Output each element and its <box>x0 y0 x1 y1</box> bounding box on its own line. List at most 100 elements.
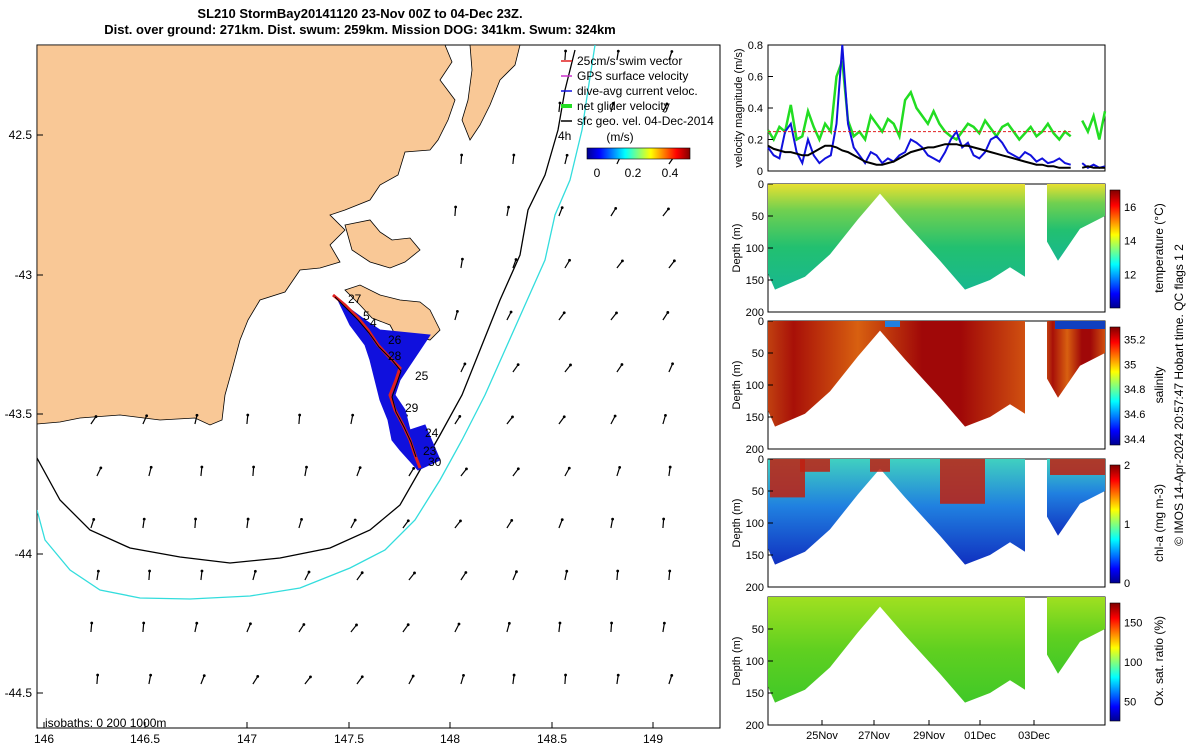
current-arrow-head <box>611 101 615 105</box>
current-arrow <box>350 415 354 425</box>
section-data-main <box>768 321 1025 427</box>
current-arrow-head <box>358 466 362 469</box>
current-arrow <box>558 312 565 321</box>
current-arrow <box>454 206 457 217</box>
section-colorbar-label: salinity <box>1152 367 1166 404</box>
current-arrow-head <box>615 311 618 315</box>
current-arrow-head <box>569 363 572 367</box>
current-arrow-head <box>662 621 666 625</box>
current-arrow-head <box>360 571 364 575</box>
current-arrow-head <box>457 622 461 626</box>
section-colorbar-tick: 2 <box>1124 460 1130 472</box>
section-ylabel: Depth (m) <box>731 361 743 410</box>
current-arrow-head <box>568 258 571 262</box>
velocity-ytick-label: 0.2 <box>748 135 763 147</box>
current-arrow-head <box>253 569 257 573</box>
current-arrow-head <box>355 623 358 627</box>
speed-colorbar-tick: 0.2 <box>625 166 642 180</box>
section-data-right <box>1047 321 1105 398</box>
current-arrow-head <box>666 311 670 314</box>
isobath-200 <box>37 49 576 564</box>
chl-high-patch <box>1050 459 1105 475</box>
speed-colorbar-tick: 0 <box>594 166 601 180</box>
section-colorbar-tick: 50 <box>1124 696 1136 708</box>
velocity-panel: 0 0.2 0.4 0.6 0.8 velocity magnitude (m/s) <box>733 40 1107 178</box>
current-arrow-head <box>413 571 416 575</box>
section-ytick-label: 50 <box>752 348 764 360</box>
current-arrow-head <box>459 519 462 523</box>
current-arrow-head <box>565 569 569 573</box>
current-arrow <box>194 415 198 425</box>
section-colorbar <box>1109 464 1121 584</box>
track-day-label: 29 <box>405 401 419 415</box>
isobath-1000 <box>37 45 596 600</box>
current-arrow-head <box>307 570 311 574</box>
section-panel-oxygen: 50 100 150 200 Depth (m) 50 100 150 Ox. sat. rat… <box>731 596 1166 742</box>
chl-high-patch <box>940 459 985 504</box>
current-arrow <box>564 50 567 61</box>
current-arrow <box>246 518 249 529</box>
section-colorbar-tick: 35.2 <box>1124 334 1145 346</box>
section-colorbar <box>1109 602 1121 722</box>
track-day-label: 4 <box>370 316 377 330</box>
velocity-series-line <box>767 143 1105 169</box>
current-arrow-head <box>456 309 459 313</box>
current-arrow <box>402 624 409 633</box>
current-arrow-head <box>305 465 308 469</box>
section-data-main <box>768 597 1025 703</box>
current-arrow <box>246 623 251 633</box>
current-arrow <box>506 311 512 321</box>
current-arrow-head <box>620 363 624 366</box>
current-arrow-head <box>614 206 618 210</box>
current-arrow <box>506 520 513 529</box>
current-arrow-head <box>300 517 303 521</box>
section-ylabel: Depth (m) <box>731 499 743 548</box>
current-arrow <box>668 467 671 477</box>
current-arrow <box>246 414 249 425</box>
current-arrow <box>252 466 255 477</box>
section-xtick-label: 01Dec <box>964 730 996 742</box>
current-arrow <box>506 207 510 217</box>
section-colorbar-label: chl-a (mg m-3) <box>1152 484 1166 562</box>
current-arrow <box>142 519 145 529</box>
current-arrow-head <box>668 465 672 469</box>
section-colorbar-tick: 1 <box>1124 519 1130 531</box>
net-velocity-path <box>334 296 417 458</box>
current-arrow <box>564 674 567 685</box>
current-arrow <box>564 259 571 269</box>
section-ytick-label: 50 <box>752 211 764 223</box>
current-arrow <box>96 467 102 477</box>
current-arrow <box>304 467 308 477</box>
current-arrow-head <box>460 153 464 157</box>
current-arrow <box>200 675 205 685</box>
current-arrow-head <box>461 257 464 261</box>
current-arrow-head <box>670 50 674 53</box>
section-ytick-label: 0 <box>758 179 764 191</box>
current-arrow-head <box>662 517 666 521</box>
current-arrow <box>662 415 667 425</box>
section-panel-chl-a: 0 50 100 150 200 Depth (m) 0 1 2 chl-a (mg m-3) <box>731 454 1166 594</box>
section-xtick-label: 27Nov <box>858 730 890 742</box>
section-colorbar-tick: 34.4 <box>1124 434 1145 446</box>
current-arrow <box>454 623 460 633</box>
chl-high-patch <box>770 459 805 498</box>
section-ytick-label: 200 <box>746 307 764 319</box>
current-arrow-head <box>463 362 467 366</box>
current-arrow <box>194 518 197 529</box>
section-ytick-label: 0 <box>758 316 764 328</box>
current-arrow-head <box>516 363 520 367</box>
current-arrow <box>610 415 616 425</box>
track-day-label: 28 <box>388 349 402 363</box>
current-arrow <box>252 676 259 685</box>
current-arrow <box>512 674 515 685</box>
current-arrow-head <box>412 466 416 470</box>
current-arrow-head <box>142 621 146 625</box>
current-arrow-head <box>252 465 256 469</box>
current-arrow-head <box>309 675 312 679</box>
map-xtick-label: 147.5 <box>334 732 364 746</box>
section-colorbar-tick: 34.8 <box>1124 384 1145 396</box>
current-velocity-polygon <box>337 299 441 471</box>
current-arrow-head <box>610 621 613 625</box>
section-ytick-label: 200 <box>746 582 764 594</box>
